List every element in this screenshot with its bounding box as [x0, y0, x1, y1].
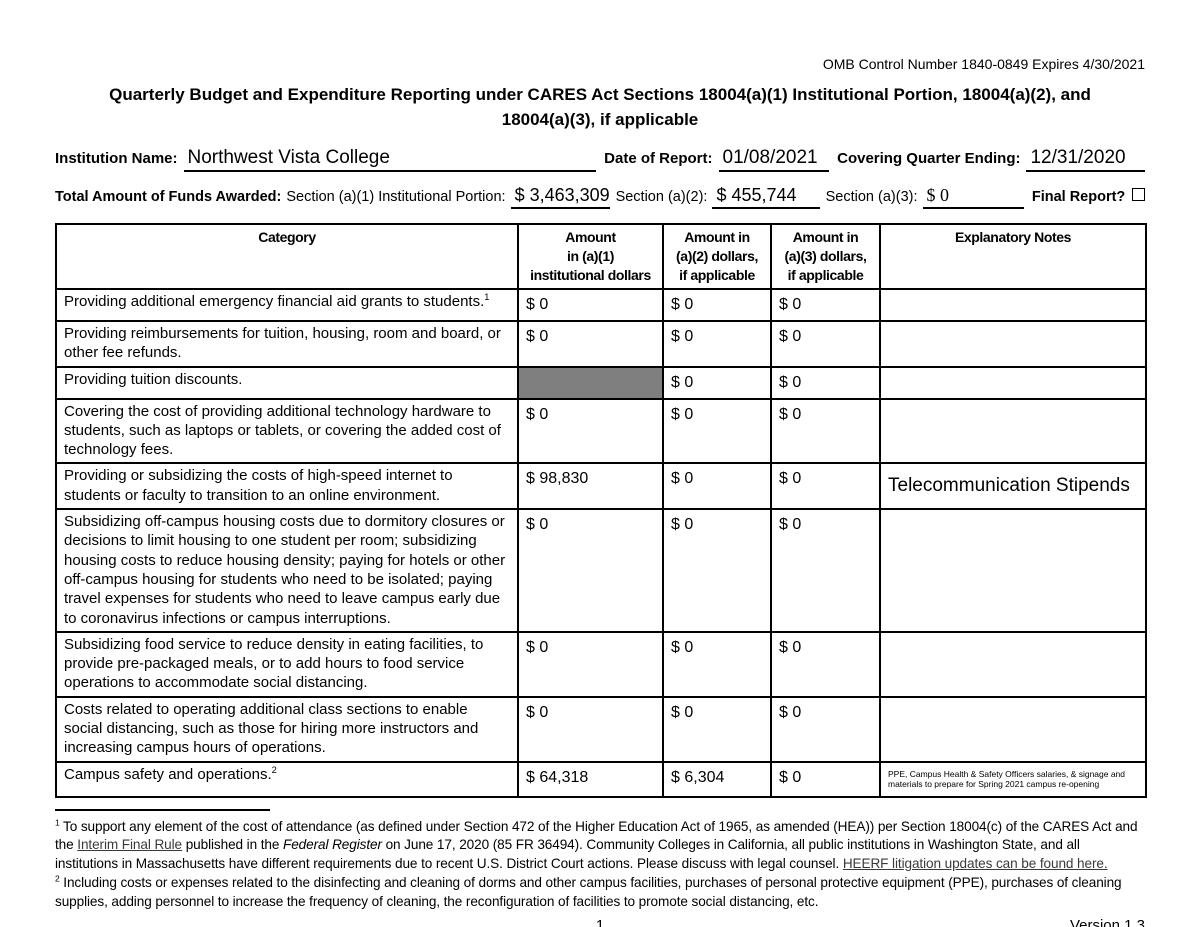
amount-a3-cell: $ 0: [770, 760, 881, 798]
budget-table-header: Category Amount in (a)(1) institutional d…: [55, 223, 1147, 290]
section-a2-field[interactable]: $ 455,744: [712, 185, 820, 209]
footnotes: 1 To support any element of the cost of …: [55, 818, 1145, 912]
amount-a1-cell: $ 0: [517, 695, 664, 763]
table-row: Subsidizing food service to reduce densi…: [55, 630, 1147, 698]
institution-name-label: Institution Name:: [55, 150, 178, 167]
column-header-category: Category: [55, 223, 519, 290]
funds-awarded-label: Total Amount of Funds Awarded:: [55, 189, 282, 205]
page-title-line2: 18004(a)(3), if applicable: [501, 110, 699, 129]
page-title: Quarterly Budget and Expenditure Reporti…: [55, 82, 1145, 132]
footnote-number: 2: [55, 873, 60, 884]
section-a1-label: Section (a)(1) Institutional Portion:: [286, 189, 506, 205]
final-report-label: Final Report?: [1031, 189, 1126, 205]
table-row: Providing tuition discounts. $ 0 $ 0: [55, 365, 1147, 400]
amount-a2-cell: $ 0: [662, 462, 772, 511]
amount-a3-cell: $ 0: [770, 462, 881, 511]
explanatory-note-cell: [879, 288, 1147, 322]
category-cell: Providing or subsidizing the costs of hi…: [55, 462, 519, 511]
amount-a3-cell: $ 0: [770, 320, 881, 368]
category-cell: Costs related to operating additional cl…: [55, 695, 519, 763]
amount-a1-cell: $ 0: [517, 288, 664, 322]
amount-a3-cell: $ 0: [770, 397, 881, 465]
column-header-notes: Explanatory Notes: [879, 223, 1147, 290]
amount-a1-cell: $ 0: [517, 508, 664, 633]
section-a3-field[interactable]: $ 0: [922, 185, 1024, 209]
column-header-amount-a1: Amount in (a)(1) institutional dollars: [517, 223, 664, 290]
category-cell: Providing additional emergency financial…: [55, 288, 519, 322]
amount-a2-cell: $ 0: [662, 397, 772, 465]
amount-a2-cell: $ 0: [662, 320, 772, 368]
amount-a1-cell: $ 64,318: [517, 760, 664, 798]
category-cell: Covering the cost of providing additiona…: [55, 397, 519, 465]
shaded-cell: [517, 365, 664, 400]
quarter-ending-field[interactable]: 12/31/2020: [1026, 148, 1145, 172]
page-number: 1: [595, 916, 605, 927]
explanatory-note-cell: Telecommunication Stipends: [879, 462, 1147, 511]
category-cell: Subsidizing food service to reduce densi…: [55, 630, 519, 698]
table-row: Providing additional emergency financial…: [55, 288, 1147, 322]
category-cell: Subsidizing off-campus housing costs due…: [55, 508, 519, 633]
budget-table-body: Providing additional emergency financial…: [55, 288, 1147, 798]
amount-a3-cell: $ 0: [770, 630, 881, 698]
footnote: 1 To support any element of the cost of …: [55, 817, 1138, 872]
footnote-link[interactable]: Interim Final Rule: [77, 837, 183, 853]
table-row: Providing or subsidizing the costs of hi…: [55, 462, 1147, 511]
footnote-link[interactable]: HEERF litigation updates can be found he…: [842, 856, 1108, 872]
institution-name-field[interactable]: Northwest Vista College: [183, 148, 597, 172]
category-cell: Providing tuition discounts.: [55, 365, 519, 400]
explanatory-note-cell: [879, 397, 1147, 465]
amount-a3-cell: $ 0: [770, 288, 881, 322]
page-title-line1: Quarterly Budget and Expenditure Reporti…: [109, 85, 1091, 104]
table-row: Costs related to operating additional cl…: [55, 695, 1147, 763]
category-cell: Providing reimbursements for tuition, ho…: [55, 320, 519, 368]
footnote-reference: 2: [271, 764, 277, 775]
table-row: Subsidizing off-campus housing costs due…: [55, 508, 1147, 633]
amount-a2-cell: $ 0: [662, 365, 772, 400]
funds-awarded-line: Total Amount of Funds Awarded: Section (…: [55, 185, 1145, 209]
date-of-report-field[interactable]: 01/08/2021: [718, 148, 830, 172]
omb-control-line: OMB Control Number 1840-0849 Expires 4/3…: [822, 56, 1145, 72]
category-cell: Campus safety and operations.2: [55, 760, 519, 798]
explanatory-note-cell: [879, 630, 1147, 698]
amount-a2-cell: $ 0: [662, 630, 772, 698]
explanatory-note-cell: PPE, Campus Health & Safety Officers sal…: [879, 760, 1147, 798]
amount-a1-cell: $ 0: [517, 320, 664, 368]
quarter-ending-label: Covering Quarter Ending:: [837, 150, 1021, 167]
table-row: Providing reimbursements for tuition, ho…: [55, 320, 1147, 368]
amount-a2-cell: $ 0: [662, 695, 772, 763]
footnote-separator: [55, 808, 270, 811]
section-a2-label: Section (a)(2):: [615, 189, 708, 205]
explanatory-note-cell: [879, 365, 1147, 400]
amount-a3-cell: $ 0: [770, 365, 881, 400]
version-label: Version 1.3: [1069, 916, 1145, 927]
section-a3-label: Section (a)(3):: [825, 189, 918, 205]
page-footer: 1 Version 1.3: [55, 917, 1145, 927]
footnote-number: 1: [55, 817, 60, 828]
amount-a2-cell: $ 6,304: [662, 760, 772, 798]
italic-text: Federal Register: [283, 837, 382, 853]
final-report-checkbox[interactable]: [1132, 188, 1145, 201]
explanatory-note-cell: [879, 695, 1147, 763]
institution-line: Institution Name: Northwest Vista Colleg…: [55, 148, 1145, 172]
amount-a1-cell: $ 0: [517, 397, 664, 465]
table-row: Campus safety and operations.2 $ 64,318 $ …: [55, 760, 1147, 798]
amount-a2-cell: $ 0: [662, 288, 772, 322]
column-header-amount-a3: Amount in (a)(3) dollars, if applicable: [770, 223, 881, 290]
footnote-reference: 1: [484, 292, 490, 302]
table-row: Covering the cost of providing additiona…: [55, 397, 1147, 465]
explanatory-note-cell: [879, 508, 1147, 633]
amount-a3-cell: $ 0: [770, 695, 881, 763]
footnote: 2 Including costs or expenses related to…: [55, 873, 1122, 909]
amount-a2-cell: $ 0: [662, 508, 772, 633]
amount-a1-cell: $ 98,830: [517, 462, 664, 511]
budget-table: Category Amount in (a)(1) institutional d…: [55, 223, 1147, 798]
amount-a3-cell: $ 0: [770, 508, 881, 633]
column-header-amount-a2: Amount in (a)(2) dollars, if applicable: [662, 223, 772, 290]
date-of-report-label: Date of Report:: [604, 150, 713, 167]
amount-a1-cell: $ 0: [517, 630, 664, 698]
explanatory-note-cell: [879, 320, 1147, 368]
section-a1-field[interactable]: $ 3,463,309: [510, 185, 610, 209]
